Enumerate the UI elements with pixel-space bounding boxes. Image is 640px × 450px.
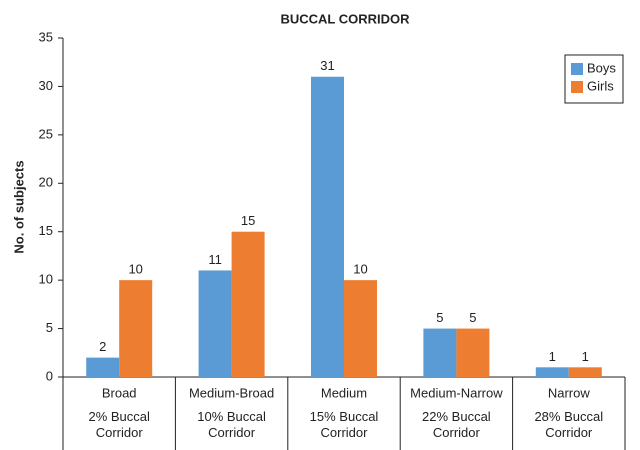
bar <box>535 367 569 377</box>
bar <box>423 328 457 377</box>
legend-swatch <box>571 81 583 93</box>
legend-swatch <box>571 63 583 75</box>
y-tick-label: 30 <box>39 78 53 93</box>
data-label: 11 <box>208 252 222 267</box>
data-label: 15 <box>241 213 255 228</box>
data-label: 5 <box>436 310 443 325</box>
y-tick-label: 0 <box>46 368 53 383</box>
category-note: 15% Buccal Corridor <box>309 409 379 440</box>
x-tick-label: Broad <box>102 385 137 400</box>
category-note: 10% Buccal Corridor <box>197 409 266 440</box>
bar <box>86 357 120 377</box>
category-note: 28% Buccal Corridor <box>534 409 604 440</box>
bar <box>344 280 377 377</box>
y-tick-label: 15 <box>39 223 53 238</box>
bar <box>456 328 490 377</box>
y-tick-label: 25 <box>39 126 53 141</box>
category-note-text: 28% Buccal Corridor <box>534 409 604 440</box>
data-label: 5 <box>469 310 476 325</box>
category-note-text: 10% Buccal Corridor <box>197 409 266 440</box>
data-label: 31 <box>320 58 334 73</box>
x-tick-label: Narrow <box>548 385 591 400</box>
data-label: 10 <box>128 262 142 277</box>
y-tick-label: 35 <box>39 29 53 44</box>
category-note-text: 22% Buccal Corridor <box>422 409 491 440</box>
category-note-text: 2% Buccal Corridor <box>88 409 150 440</box>
data-label: 1 <box>549 349 556 364</box>
bar <box>568 367 602 377</box>
chart-title: BUCCAL CORRIDOR <box>280 11 410 26</box>
y-axis-label: No. of subjects <box>11 160 26 253</box>
category-note-text: 15% Buccal Corridor <box>309 409 379 440</box>
bar <box>231 231 265 377</box>
y-tick-label: 5 <box>46 320 53 335</box>
category-note: 2% Buccal Corridor <box>88 409 150 440</box>
x-tick-label: Medium <box>321 385 367 400</box>
x-tick-label: Medium-Broad <box>189 385 274 400</box>
category-note: 22% Buccal Corridor <box>422 409 491 440</box>
y-tick-label: 20 <box>39 175 53 190</box>
data-label: 2 <box>99 339 106 354</box>
x-tick-label: Medium-Narrow <box>410 385 503 400</box>
bar <box>198 270 232 377</box>
bar <box>311 76 344 377</box>
bar <box>119 280 153 377</box>
legend-label: Boys <box>587 60 616 75</box>
data-label: 1 <box>582 349 589 364</box>
data-label: 10 <box>353 262 367 277</box>
legend-label: Girls <box>587 78 614 93</box>
y-tick-label: 10 <box>39 272 53 287</box>
